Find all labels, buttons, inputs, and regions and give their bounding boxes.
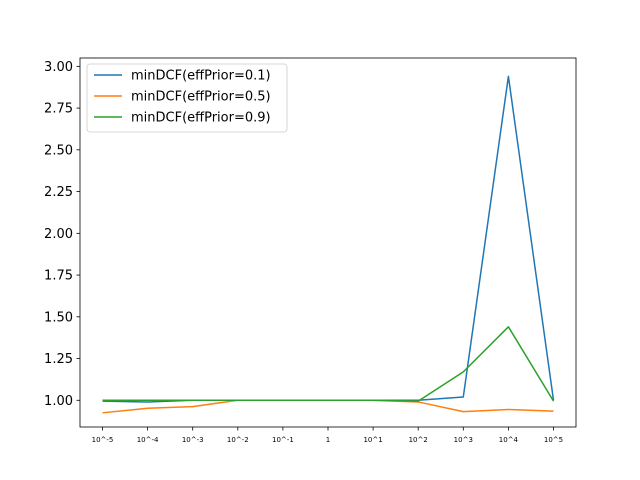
legend: minDCF(effPrior=0.1) minDCF(effPrior=0.5)…	[86, 63, 288, 133]
x-tick-label: 10^-4	[137, 436, 159, 444]
y-tick-label: 2.75	[44, 102, 73, 117]
x-tick-label: 10^-1	[272, 436, 294, 444]
plot-lines	[102, 75, 555, 414]
x-tick-label: 10^5	[544, 436, 563, 444]
legend-label-2: minDCF(effPrior=0.5)	[131, 90, 271, 105]
x-tick-label: 10^4	[499, 436, 519, 444]
y-tick-label: 1.75	[44, 269, 73, 284]
legend-label-1: minDCF(effPrior=0.1)	[131, 69, 271, 84]
x-tick-label: 10^2	[409, 436, 428, 444]
legend-box	[86, 63, 288, 133]
y-tick-label: 2.00	[44, 227, 73, 242]
y-axis: 1.00 1.25 1.50 1.75 2.00 2.25 2.50 2.75 3.00	[44, 60, 80, 409]
y-tick-label: 2.25	[44, 185, 73, 200]
x-tick-label: 10^-3	[182, 436, 204, 444]
y-tick-label: 1.00	[44, 394, 73, 409]
x-tick-label: 10^3	[454, 436, 473, 444]
y-tick-label: 3.00	[44, 60, 73, 75]
y-tick-label: 1.50	[44, 310, 73, 325]
legend-label-3: minDCF(effPrior=0.9)	[131, 111, 271, 126]
x-tick-label: 1	[326, 436, 330, 444]
x-tick-label: 10^-2	[227, 436, 249, 444]
x-axis: 10^-5 10^-4 10^-3 10^-2 10^-1 1 10^1 10^2 10^3 10…	[92, 427, 563, 444]
x-tick-label: 10^-5	[92, 436, 114, 444]
y-tick-label: 2.50	[44, 143, 73, 158]
series-line-3	[102, 326, 555, 402]
x-tick-label: 10^1	[363, 436, 382, 444]
y-tick-label: 1.25	[44, 352, 73, 367]
